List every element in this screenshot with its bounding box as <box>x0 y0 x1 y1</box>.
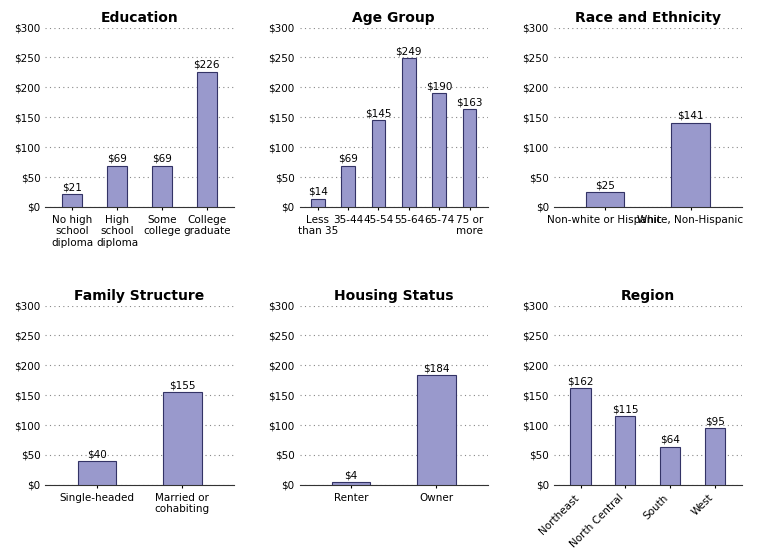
Text: $69: $69 <box>338 154 358 164</box>
Bar <box>417 375 456 485</box>
Bar <box>341 166 355 207</box>
Text: $4: $4 <box>344 471 357 480</box>
Text: $226: $226 <box>194 60 220 70</box>
Text: $115: $115 <box>612 404 639 414</box>
Bar <box>671 123 710 207</box>
Text: $25: $25 <box>595 180 615 190</box>
Text: $69: $69 <box>152 154 172 164</box>
Bar <box>107 166 127 207</box>
Bar <box>705 428 725 485</box>
Title: Family Structure: Family Structure <box>74 289 204 303</box>
Bar <box>615 416 635 485</box>
Bar <box>62 195 83 207</box>
Text: $155: $155 <box>169 380 195 391</box>
Title: Age Group: Age Group <box>352 11 435 25</box>
Bar <box>77 461 116 485</box>
Bar <box>332 483 370 485</box>
Bar <box>163 392 201 485</box>
Title: Region: Region <box>621 289 675 303</box>
Text: $184: $184 <box>423 363 450 373</box>
Bar <box>660 447 681 485</box>
Bar <box>197 72 217 207</box>
Bar <box>432 93 446 207</box>
Text: $40: $40 <box>87 449 107 459</box>
Text: $163: $163 <box>456 98 483 107</box>
Bar <box>463 110 476 207</box>
Text: $69: $69 <box>107 154 127 164</box>
Title: Housing Status: Housing Status <box>334 289 453 303</box>
Title: Race and Ethnicity: Race and Ethnicity <box>575 11 721 25</box>
Text: $162: $162 <box>567 376 593 386</box>
Text: $21: $21 <box>62 182 83 192</box>
Text: $190: $190 <box>426 82 453 91</box>
Text: $145: $145 <box>365 109 391 118</box>
Bar <box>571 388 590 485</box>
Title: Education: Education <box>101 11 179 25</box>
Bar <box>402 58 416 207</box>
Text: $249: $249 <box>396 46 422 56</box>
Bar <box>372 120 385 207</box>
Bar <box>152 166 172 207</box>
Text: $14: $14 <box>308 187 328 197</box>
Text: $64: $64 <box>660 435 680 445</box>
Text: $141: $141 <box>678 111 704 121</box>
Text: $95: $95 <box>705 417 725 426</box>
Bar <box>311 198 325 207</box>
Bar <box>586 192 625 207</box>
